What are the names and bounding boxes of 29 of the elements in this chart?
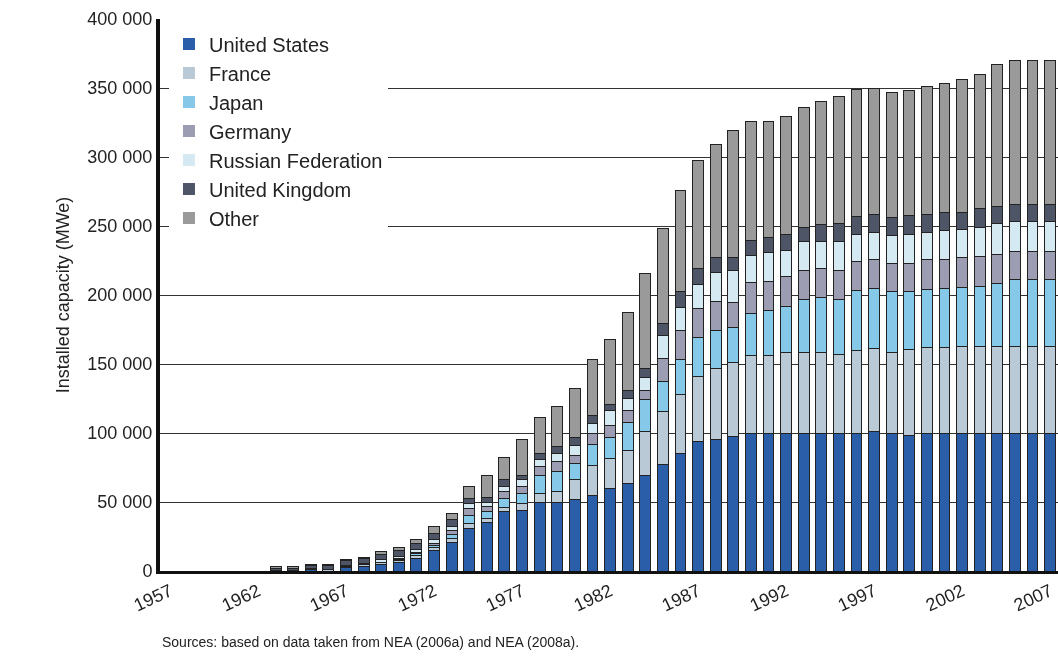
x-tick-label: 1997 bbox=[834, 580, 880, 616]
legend-label: Russian Federation bbox=[208, 149, 383, 172]
legend-label: France bbox=[208, 62, 272, 85]
legend-label: Other bbox=[208, 207, 260, 230]
x-tick-label: 2002 bbox=[922, 580, 968, 616]
y-tick-label: 0 bbox=[142, 561, 153, 582]
legend-label: Germany bbox=[208, 120, 292, 143]
y-tick-label: 300 000 bbox=[87, 147, 153, 168]
y-tick-label: 350 000 bbox=[87, 78, 153, 99]
y-tick-label: 250 000 bbox=[87, 216, 153, 237]
x-tick-label: 1962 bbox=[218, 580, 264, 616]
legend-label: Japan bbox=[208, 91, 264, 114]
y-tick-label: 400 000 bbox=[87, 9, 153, 30]
x-tick-label: 1972 bbox=[394, 580, 440, 616]
y-tick-label: 100 000 bbox=[87, 423, 153, 444]
y-tick-label: 50 000 bbox=[97, 492, 153, 513]
source-note: Sources: based on data taken from NEA (2006a) and NEA (2008a). bbox=[162, 634, 580, 650]
y-tick-label: 150 000 bbox=[87, 354, 153, 375]
x-tick-label: 1967 bbox=[306, 580, 352, 616]
x-tick-label: 1992 bbox=[746, 580, 792, 616]
legend-label: United Kingdom bbox=[208, 178, 352, 201]
x-tick-label: 2007 bbox=[1010, 580, 1056, 616]
x-tick-label: 1987 bbox=[658, 580, 704, 616]
y-axis-title: Installed capacity (MWe) bbox=[53, 196, 74, 394]
y-tick-label: 200 000 bbox=[87, 285, 153, 306]
legend-label: United States bbox=[208, 33, 330, 56]
x-tick-label: 1977 bbox=[482, 580, 528, 616]
x-tick-label: 1982 bbox=[570, 580, 616, 616]
x-tick-label: 1957 bbox=[130, 580, 176, 616]
